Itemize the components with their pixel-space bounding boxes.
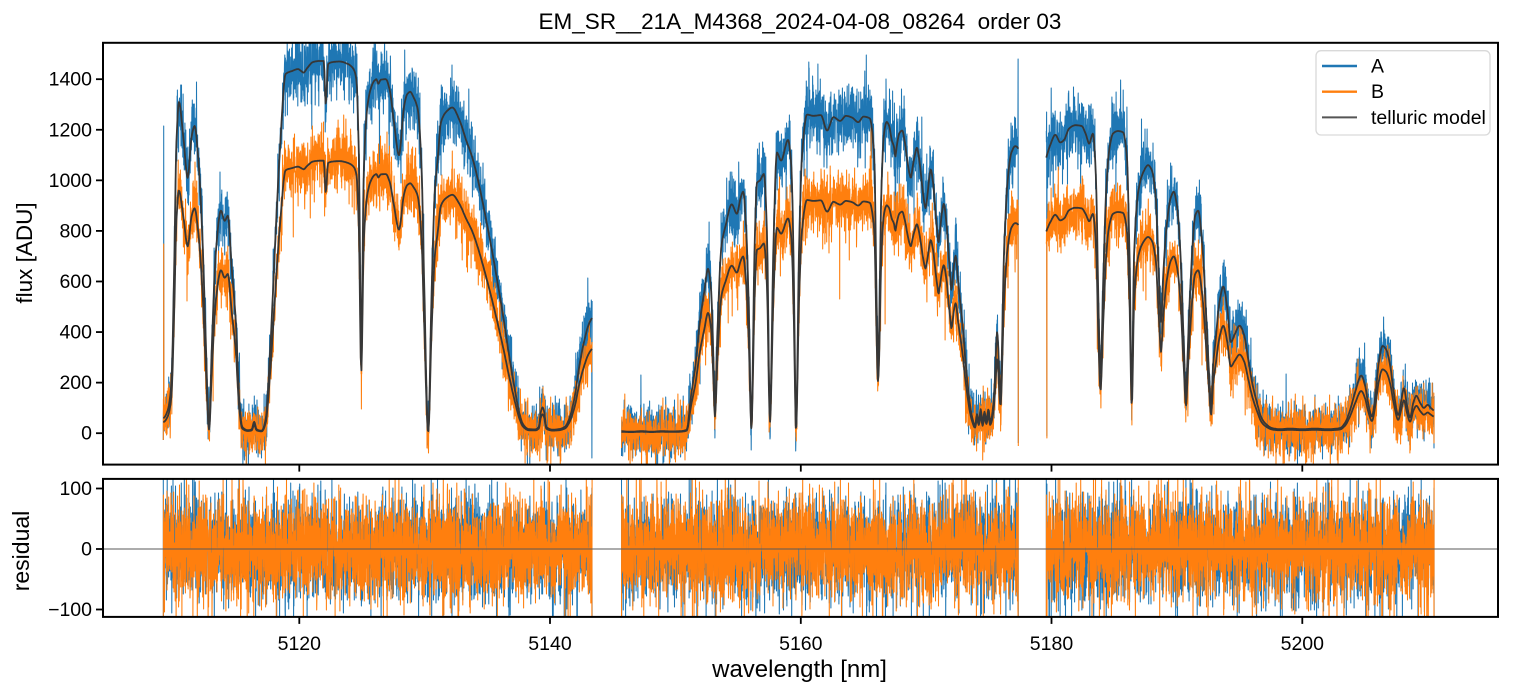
svg-text:1000: 1000 [49,170,93,192]
svg-text:1200: 1200 [49,119,93,141]
svg-text:5160: 5160 [779,633,823,655]
svg-text:flux [ADU]: flux [ADU] [12,202,37,303]
svg-text:A: A [1371,56,1384,78]
svg-text:5180: 5180 [1030,633,1074,655]
svg-text:−100: −100 [48,599,92,621]
svg-text:1400: 1400 [49,69,93,91]
svg-text:EM_SR__21A_M4368_2024-04-08_08: EM_SR__21A_M4368_2024-04-08_08264 order … [539,9,1062,34]
svg-text:5120: 5120 [278,633,322,655]
svg-text:400: 400 [59,322,92,344]
svg-text:800: 800 [59,220,92,242]
svg-text:5140: 5140 [528,633,572,655]
svg-text:B: B [1371,81,1384,103]
svg-text:wavelength [nm]: wavelength [nm] [711,656,887,683]
svg-text:0: 0 [81,423,92,445]
svg-text:residual: residual [8,511,34,592]
svg-text:5200: 5200 [1281,633,1325,655]
svg-text:0: 0 [81,539,92,561]
svg-text:200: 200 [59,372,92,394]
svg-text:telluric model: telluric model [1371,107,1486,129]
svg-text:100: 100 [59,478,92,500]
svg-text:600: 600 [59,271,92,293]
